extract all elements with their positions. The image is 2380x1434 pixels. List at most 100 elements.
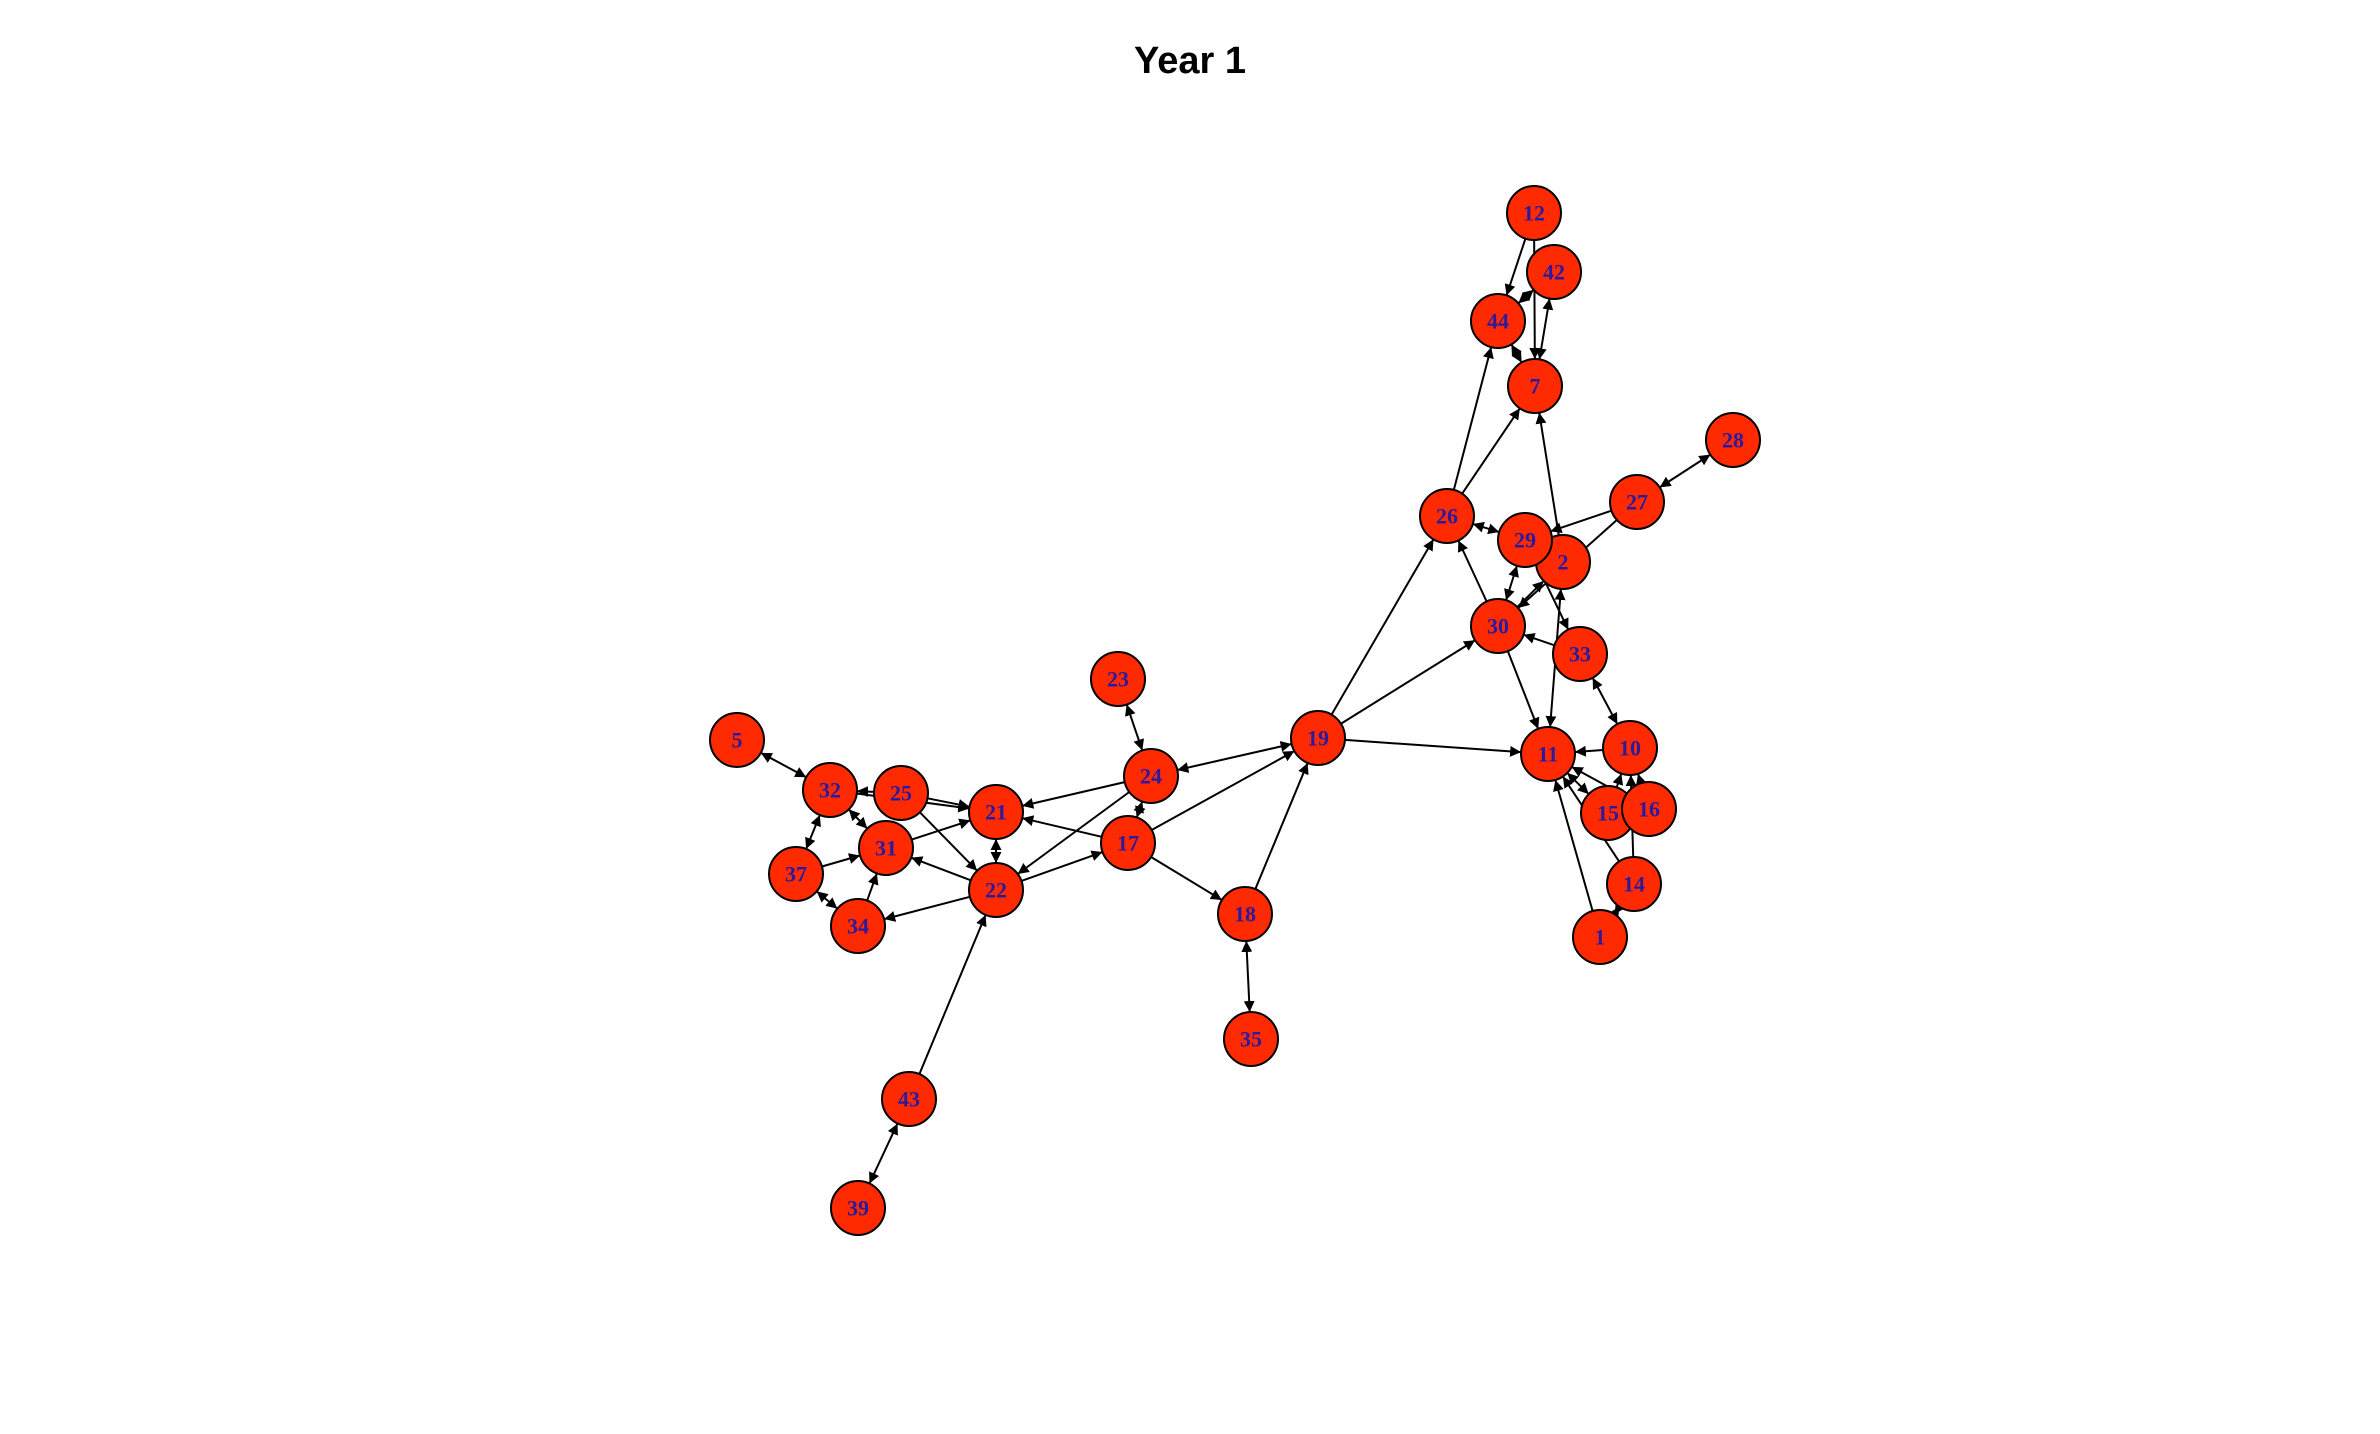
- edge-15-10: [1612, 773, 1624, 788]
- edge-42-44: [1517, 289, 1535, 304]
- node-circle: [1100, 815, 1156, 871]
- node-35: 35: [1223, 1011, 1279, 1067]
- node-label: 42: [1543, 260, 1565, 285]
- node-label: 12: [1523, 201, 1545, 226]
- node-label: 28: [1722, 428, 1744, 453]
- edge-24-22: [1017, 791, 1130, 875]
- node-label: 2: [1558, 550, 1569, 575]
- node-circle: [1572, 909, 1628, 965]
- node-7: 7: [1507, 358, 1563, 414]
- node-34: 34: [830, 898, 886, 954]
- node-27: 27: [1609, 474, 1665, 530]
- node-circle: [1470, 293, 1526, 349]
- node-44: 44: [1470, 293, 1526, 349]
- edge-18-19: [1254, 762, 1309, 890]
- node-12: 12: [1506, 185, 1562, 241]
- edge-5-32: [760, 751, 807, 779]
- node-24: 24: [1123, 748, 1179, 804]
- node-label: 11: [1538, 742, 1559, 767]
- edge-24-21: [1022, 781, 1125, 809]
- edge-19-26: [1330, 538, 1435, 716]
- edge-22-31: [910, 856, 972, 882]
- node-17: 17: [1100, 815, 1156, 871]
- edge-42-7: [1535, 298, 1554, 360]
- node-circle: [1470, 598, 1526, 654]
- node-circle: [1705, 412, 1761, 468]
- edge-37-31: [821, 853, 861, 868]
- node-label: 43: [898, 1087, 920, 1112]
- node-14: 14: [1606, 856, 1662, 912]
- node-circle: [1621, 781, 1677, 837]
- node-label: 24: [1140, 764, 1162, 789]
- node-30: 30: [1470, 598, 1526, 654]
- edge-22-34: [883, 895, 971, 922]
- node-label: 33: [1569, 642, 1591, 667]
- node-circle: [873, 765, 929, 821]
- edge-27-29: [1550, 509, 1612, 533]
- node-circle: [1507, 358, 1563, 414]
- node-25: 25: [873, 765, 929, 821]
- edge-26-7: [1461, 407, 1521, 495]
- edge-17-18: [1150, 856, 1223, 901]
- node-22: 22: [968, 862, 1024, 918]
- node-10: 10: [1602, 720, 1658, 776]
- node-label: 1: [1595, 925, 1606, 950]
- node-circle: [858, 820, 914, 876]
- node-42: 42: [1526, 244, 1582, 300]
- node-16: 16: [1621, 781, 1677, 837]
- node-circle: [1606, 856, 1662, 912]
- node-39: 39: [830, 1180, 886, 1236]
- node-circle: [1552, 626, 1608, 682]
- node-circle: [968, 862, 1024, 918]
- edge-17-21: [1022, 815, 1102, 838]
- edge-23-24: [1125, 704, 1144, 751]
- node-33: 33: [1552, 626, 1608, 682]
- edge-32-31: [848, 808, 868, 830]
- node-18: 18: [1217, 886, 1273, 942]
- node-circle: [1217, 886, 1273, 942]
- node-5: 5: [709, 712, 765, 768]
- node-label: 44: [1487, 309, 1509, 334]
- edge-24-17: [1133, 801, 1146, 818]
- edge-17-19: [1151, 750, 1295, 831]
- node-circle: [1520, 726, 1576, 782]
- node-label: 21: [985, 800, 1007, 825]
- node-label: 29: [1514, 528, 1536, 553]
- chart-title: Year 1: [1134, 40, 1246, 82]
- node-circle: [1506, 185, 1562, 241]
- edge-19-30: [1340, 639, 1476, 725]
- edge-10-11: [1574, 745, 1604, 757]
- node-label: 5: [732, 728, 743, 753]
- node-label: 14: [1623, 872, 1645, 897]
- node-26: 26: [1419, 488, 1475, 544]
- edge-24-19: [1177, 741, 1292, 773]
- node-label: 22: [985, 878, 1007, 903]
- node-label: 7: [1530, 374, 1541, 399]
- edge-25-32: [856, 786, 875, 798]
- edge-33-30: [1523, 633, 1555, 647]
- edge-1-14: [1608, 902, 1626, 919]
- node-label: 34: [847, 914, 869, 939]
- edge-2-7: [1535, 412, 1560, 536]
- node-circle: [709, 712, 765, 768]
- node-circle: [1602, 720, 1658, 776]
- node-label: 26: [1436, 504, 1458, 529]
- node-circle: [830, 1180, 886, 1236]
- node-21: 21: [968, 784, 1024, 840]
- node-29: 29: [1497, 512, 1553, 568]
- edge-22-17: [1021, 850, 1103, 882]
- node-circle: [881, 1071, 937, 1127]
- edge-18-35: [1241, 940, 1255, 1013]
- node-label: 30: [1487, 614, 1509, 639]
- node-label: 39: [847, 1196, 869, 1221]
- node-32: 32: [802, 762, 858, 818]
- edge-30-11: [1506, 650, 1540, 730]
- edge-12-44: [1504, 238, 1527, 296]
- edge-43-39: [868, 1123, 899, 1184]
- edge-43-22: [918, 914, 987, 1075]
- node-label: 27: [1626, 490, 1648, 515]
- node-circle: [1223, 1011, 1279, 1067]
- node-37: 37: [768, 846, 824, 902]
